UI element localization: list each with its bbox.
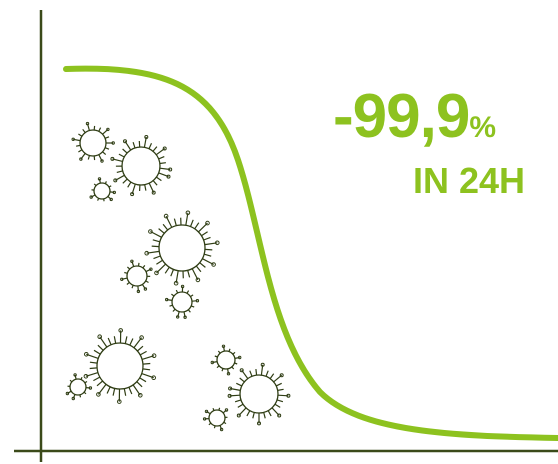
axes bbox=[14, 10, 558, 462]
reduction-value: -99,9 bbox=[332, 82, 470, 151]
germ-icon bbox=[65, 373, 93, 401]
germ-icon bbox=[202, 407, 229, 432]
time-period: IN 24H bbox=[412, 160, 525, 201]
reduction-unit: % bbox=[469, 111, 496, 144]
germ-icon bbox=[227, 362, 291, 426]
germ-icon bbox=[165, 284, 200, 319]
germ-icon bbox=[144, 210, 220, 286]
reduction-figure: -99,9% bbox=[333, 86, 496, 148]
germ-icon bbox=[89, 177, 117, 202]
germ-cluster bbox=[65, 121, 291, 432]
reduction-headline: -99,9% bbox=[333, 86, 496, 148]
reduction-curve bbox=[63, 65, 558, 441]
germ-icon bbox=[210, 344, 242, 376]
germ-icon bbox=[120, 259, 153, 294]
germ-icon bbox=[110, 135, 173, 197]
germ-icon bbox=[71, 121, 115, 163]
germ-icon bbox=[83, 328, 157, 404]
